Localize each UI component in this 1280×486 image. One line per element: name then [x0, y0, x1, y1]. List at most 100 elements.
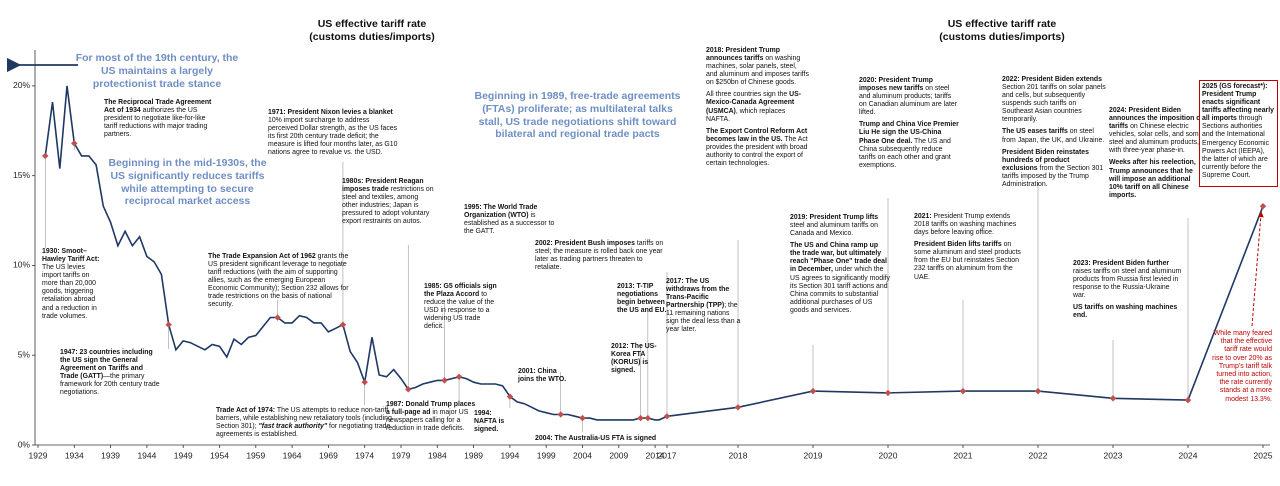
x-tick-label: 1994 — [500, 450, 519, 460]
y-tick-label: 10% — [13, 260, 30, 270]
x-tick-label: 2018 — [729, 450, 748, 460]
x-tick-label: 2023 — [1104, 450, 1123, 460]
annotation-text: through Sections authorities and the Int… — [1202, 115, 1270, 179]
annotation-text: 2019: President Trump lifts — [790, 214, 879, 221]
highlight-marker — [71, 140, 78, 147]
annotation-paragraph: 2021: President Trump extends 2018 tarif… — [914, 213, 1026, 237]
annotation-text: 2023: President Biden further — [1073, 260, 1170, 267]
highlight-marker — [339, 321, 347, 328]
annotation-paragraph: US tariffs on washing machines end. — [1073, 304, 1183, 320]
annotation-paragraph: 1947: 23 countries including the US sign… — [60, 349, 162, 397]
annotation-text: 2021: — [914, 213, 932, 220]
chart-title: US effective tariff rate (customs duties/… — [282, 18, 462, 44]
x-tick-label: 2021 — [954, 450, 973, 460]
chart-title: US effective tariff rate (customs duties/… — [912, 18, 1092, 44]
annotation-text: 2013: T-TIP negotiations begin between t… — [617, 283, 667, 315]
highlight-marker — [1109, 395, 1117, 402]
annotation-paragraph: President Biden lifts tariffs on some al… — [914, 241, 1026, 281]
annotation-paragraph: 2012: The US-Korea FTA (KORUS) is signed… — [611, 343, 659, 375]
annotation-text: Weeks after his reelection, Trump announ… — [1109, 159, 1196, 199]
highlight-marker — [1184, 396, 1192, 404]
annotation-text: 10% import surcharge to address perceive… — [268, 117, 398, 157]
annotation-text: 2025 (GS forecast*): President Trump ena… — [1202, 83, 1274, 123]
annotation: 1987: Donald Trump places a full-page ad… — [386, 401, 476, 437]
highlight-marker — [1034, 387, 1042, 395]
highlight-marker — [557, 411, 564, 418]
annotation-paragraph: Trump and China Vice Premier Liu He sign… — [859, 121, 959, 169]
x-tick-label: 1984 — [428, 450, 447, 460]
annotation-text: on washing machines, solar panels, steel… — [706, 55, 809, 87]
annotation-text: The Trade Expansion Act of 1962 — [208, 253, 316, 260]
highlight-marker — [1259, 203, 1267, 210]
annotation-text: President Trump extends 2018 tariffs on … — [914, 213, 1017, 237]
x-tick-label: 1969 — [319, 450, 338, 460]
highlight-marker — [644, 414, 652, 422]
x-tick-label: 2004 — [573, 450, 592, 460]
x-tick-label: 1954 — [210, 450, 229, 460]
annotation-paragraph: 2002: President Bush imposes tariffs on … — [535, 240, 667, 272]
title-line: (customs duties/imports) — [309, 31, 435, 44]
annotation-text: The Reciprocal Trade Agreement Act of 19… — [104, 99, 212, 115]
x-tick-label: 1964 — [283, 450, 302, 460]
title-line: US effective tariff rate — [947, 18, 1057, 30]
annotation: 1971: President Nixon levies a blanket 1… — [268, 109, 400, 161]
annotation-text: authorizes the US president to negotiate… — [104, 107, 208, 139]
annotation-text: on some aluminum and steel products from… — [914, 241, 1021, 281]
annotation-text: The US eases tariffs — [1002, 128, 1068, 136]
annotation-text: ; the 11 remaining nations sign the deal… — [666, 302, 741, 334]
highlight-marker — [165, 321, 172, 328]
annotation-text: The Act provides the president with broa… — [706, 135, 808, 168]
annotation-text: for negotiating trade agreements is esta… — [216, 423, 391, 439]
annotation-text: on steel and aluminum products; tariffs … — [859, 85, 958, 117]
x-tick-label: 1959 — [246, 450, 265, 460]
highlight-marker — [959, 387, 967, 395]
annotation: 2004: The Australia-US FTA is signed — [535, 435, 675, 447]
note: While many feared that the effective tar… — [1212, 330, 1272, 403]
annotation-paragraph: 2022: President Biden extends Section 20… — [1002, 76, 1106, 124]
annotation-text: in major US newspapers calling for a red… — [386, 409, 469, 433]
annotation-paragraph: 2023: President Biden further raises tar… — [1073, 260, 1183, 300]
annotation-paragraph: 2019: President Trump lifts steel and al… — [790, 214, 890, 238]
annotation-text: 1947: 23 countries including the US sign… — [60, 349, 153, 381]
annotation-paragraph: The US eases tariffs on steel from Japan… — [1002, 128, 1106, 144]
x-tick-label: 2019 — [804, 450, 823, 460]
x-tick-label: 1934 — [65, 450, 84, 460]
annotation: 2018: President Trump announces tariffs … — [706, 47, 810, 172]
annotation-paragraph: 2020: President Trump imposes new tariff… — [859, 77, 959, 117]
annotation: 2012: The US-Korea FTA (KORUS) is signed… — [611, 343, 659, 379]
annotation-paragraph: Weeks after his reelection, Trump announ… — [1109, 159, 1205, 199]
annotation-text: 2017: The US withdraws from the Trans-Pa… — [666, 278, 730, 310]
annotation: 1994: NAFTA is signed. — [474, 410, 508, 438]
x-tick-label: 2024 — [1179, 450, 1198, 460]
annotation-paragraph: 2024: President Biden announces the impo… — [1109, 107, 1205, 155]
title-line: (customs duties/imports) — [939, 31, 1065, 44]
highlight-marker — [663, 413, 671, 420]
annotation-text: All three countries sign the — [706, 91, 790, 99]
y-tick-label: 20% — [13, 80, 30, 90]
annotation-text: 2024: President Biden announces the impo… — [1109, 107, 1203, 131]
annotation-text: 1995: The World Trade Organization (WTO) — [464, 204, 538, 220]
annotation-text: "fast track authority" — [258, 423, 328, 431]
x-tick-label: 1929 — [29, 450, 48, 460]
annotation-paragraph: 2001: China joins the WTO. — [518, 368, 570, 384]
x-tick-label: 2017 — [658, 450, 677, 460]
annotation: 2022: President Biden extends Section 20… — [1002, 76, 1106, 193]
x-tick-label: 1999 — [537, 450, 556, 460]
annotation: The Trade Expansion Act of 1962 grants t… — [208, 253, 353, 314]
annotation-paragraph: 1930: Smoot–Hawley Tariff Act: The US le… — [42, 248, 100, 321]
annotation: 2025 (GS forecast*): President Trump ena… — [1199, 80, 1278, 187]
annotation-text: 1930: Smoot–Hawley Tariff Act: — [42, 248, 100, 264]
highlight-marker — [637, 414, 644, 422]
annotation-text: 2012: The US-Korea FTA (KORUS) is signed… — [611, 343, 657, 375]
annotation-paragraph: 1994: NAFTA is signed. — [474, 410, 508, 434]
annotation: 1995: The World Trade Organization (WTO)… — [464, 204, 564, 240]
annotation-text: 2018: President Trump announces tariffs — [706, 47, 780, 63]
annotation-text: The US and China ramp up the trade war, … — [790, 242, 887, 274]
annotation-text: 2004: The Australia-US FTA is signed — [535, 435, 657, 442]
annotation: 2020: President Trump imposes new tariff… — [859, 77, 959, 174]
x-tick-label: 1939 — [101, 450, 120, 460]
annotation-text: under which the US agrees to significant… — [790, 266, 890, 314]
annotation-text: President Biden reinstates hundreds of p… — [1002, 148, 1089, 172]
